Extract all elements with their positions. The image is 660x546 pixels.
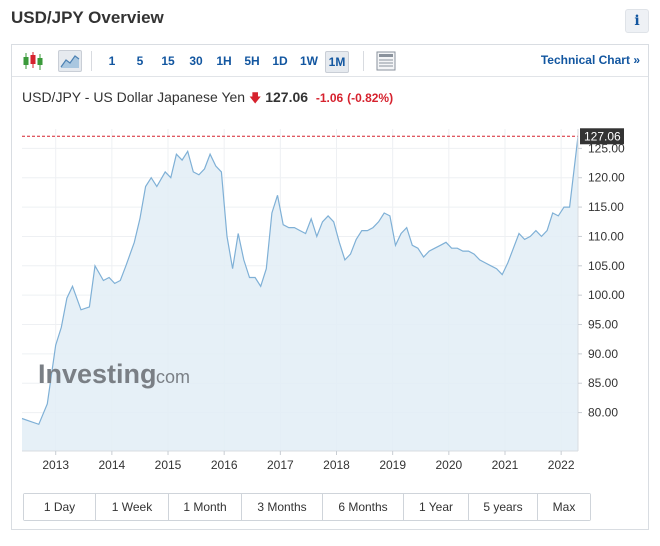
- quote-line: USD/JPY - US Dollar Japanese Yen 🡇 127.0…: [22, 89, 393, 110]
- timeframe-5h[interactable]: 5H: [244, 54, 260, 68]
- technical-chart-label: Technical Chart: [540, 53, 630, 67]
- y-tick-label: 80.00: [588, 406, 618, 420]
- x-tick-label: 2020: [435, 458, 462, 472]
- x-tick-label: 2015: [155, 458, 182, 472]
- timeframe-15[interactable]: 15: [161, 54, 175, 68]
- y-tick-label: 100.00: [588, 288, 625, 302]
- candlestick-chart-icon[interactable]: [20, 50, 46, 72]
- chart-panel: 1 5 15 30 1H 5H 1D 1W 1M Technical Chart…: [11, 44, 649, 530]
- x-tick-label: 2022: [548, 458, 575, 472]
- timeframe-30[interactable]: 30: [189, 54, 203, 68]
- x-tick-label: 2013: [42, 458, 69, 472]
- y-tick-label: 105.00: [588, 259, 625, 273]
- y-tick-label: 110.00: [588, 229, 624, 243]
- investing-logo: Investing .com: [38, 359, 190, 389]
- timeframe-1h[interactable]: 1H: [216, 54, 232, 68]
- x-tick-label: 2021: [492, 458, 519, 472]
- y-tick-label: 120.00: [588, 171, 625, 185]
- area-chart-button[interactable]: [58, 50, 82, 72]
- price-area: [22, 136, 578, 452]
- timeframe-1[interactable]: 1: [108, 54, 116, 68]
- range-1-day[interactable]: 1 Day: [24, 494, 96, 520]
- instrument-name: USD/JPY - US Dollar Japanese Yen: [22, 89, 246, 105]
- chevron-right-icon: »: [633, 53, 640, 67]
- range-6-months[interactable]: 6 Months: [323, 494, 404, 520]
- y-tick-label: 95.00: [588, 318, 618, 332]
- y-axis: 80.00 85.00 90.00 95.00 100.00 105.00 110.00 11…: [577, 129, 625, 451]
- price-change: -1.06: [315, 91, 344, 105]
- range-5-years[interactable]: 5 years: [469, 494, 538, 520]
- x-tick-label: 2019: [379, 458, 406, 472]
- timeframe-1d[interactable]: 1D: [272, 54, 288, 68]
- range-selector: 1 Day 1 Week 1 Month 3 Months 6 Months 1…: [23, 493, 591, 521]
- price-line: [21, 136, 579, 426]
- range-1-month[interactable]: 1 Month: [169, 494, 242, 520]
- toolbar-divider: [91, 51, 92, 71]
- y-tick-label: 85.00: [588, 376, 618, 390]
- timeframe-1w[interactable]: 1W: [300, 54, 318, 68]
- range-3-months[interactable]: 3 Months: [242, 494, 323, 520]
- price-change-percent: (-0.82%): [347, 91, 394, 105]
- technical-chart-link[interactable]: Technical Chart »: [541, 53, 640, 67]
- logo-brand: Investing: [38, 359, 157, 389]
- current-price-label: 127.06: [584, 129, 621, 143]
- arrow-down-icon: 🡇: [248, 91, 262, 105]
- area-chart-icon: [60, 55, 80, 68]
- x-tick-label: 2018: [323, 458, 350, 472]
- toolbar-divider: [363, 51, 364, 71]
- current-price-badge: 127.06: [580, 128, 624, 145]
- range-1-year[interactable]: 1 Year: [404, 494, 469, 520]
- x-tick-label: 2016: [211, 458, 238, 472]
- timeframe-1m[interactable]: 1M: [325, 51, 349, 73]
- timeframe-5[interactable]: 5: [136, 54, 144, 68]
- range-max[interactable]: Max: [538, 494, 590, 520]
- widget-title: USD/JPY Overview: [11, 8, 164, 27]
- y-tick-label: 115.00: [588, 200, 624, 214]
- range-1-week[interactable]: 1 Week: [96, 494, 169, 520]
- indicators-icon[interactable]: [375, 50, 397, 72]
- x-tick-label: 2017: [267, 458, 294, 472]
- x-tick-label: 2014: [99, 458, 126, 472]
- last-price: 127.06: [265, 89, 309, 105]
- price-chart[interactable]: Investing .com 80.00 85.00 90.00 95.00 100.0…: [12, 45, 648, 491]
- y-tick-label: 90.00: [588, 347, 618, 361]
- chart-toolbar: 1 5 15 30 1H 5H 1D 1W 1M Technical Chart…: [12, 45, 648, 77]
- x-axis: 2013 2014 2015 2016 2017 2018 2019 2020 2021 2022: [22, 450, 578, 472]
- info-icon[interactable]: i: [625, 9, 649, 33]
- logo-suffix: .com: [151, 367, 190, 387]
- y-tick-label: 125.00: [588, 141, 625, 155]
